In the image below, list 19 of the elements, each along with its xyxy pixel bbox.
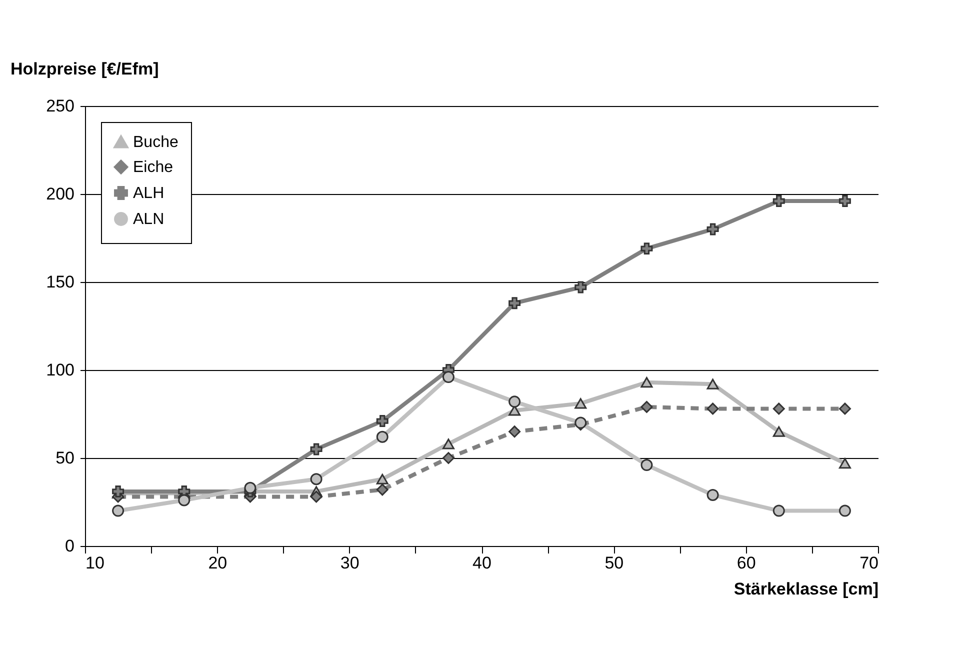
- x-tick-label: 40: [472, 554, 492, 572]
- y-tick-label: 0: [65, 536, 74, 556]
- legend-label: ALN: [133, 211, 164, 228]
- x-tick-label: 30: [340, 554, 360, 572]
- y-tick-label: 150: [46, 272, 74, 292]
- y-axis-title: Holzpreise [€/Efm]: [10, 60, 159, 78]
- x-tick-label: 10: [86, 554, 104, 572]
- legend-label: Eiche: [133, 159, 174, 176]
- y-tick-label: 250: [46, 96, 74, 116]
- x-tick-label: 70: [860, 554, 878, 572]
- x-axis-title: Stärkeklasse [cm]: [734, 580, 878, 598]
- legend-label: Buche: [133, 134, 178, 151]
- y-tick-label: 200: [46, 184, 74, 204]
- y-tick-label: 100: [46, 360, 74, 380]
- x-tick-label: 50: [604, 554, 624, 572]
- legend-label: ALH: [133, 185, 164, 202]
- x-tick-label: 60: [736, 554, 756, 572]
- x-tick-label: 20: [208, 554, 228, 572]
- y-tick-label: 50: [56, 448, 74, 468]
